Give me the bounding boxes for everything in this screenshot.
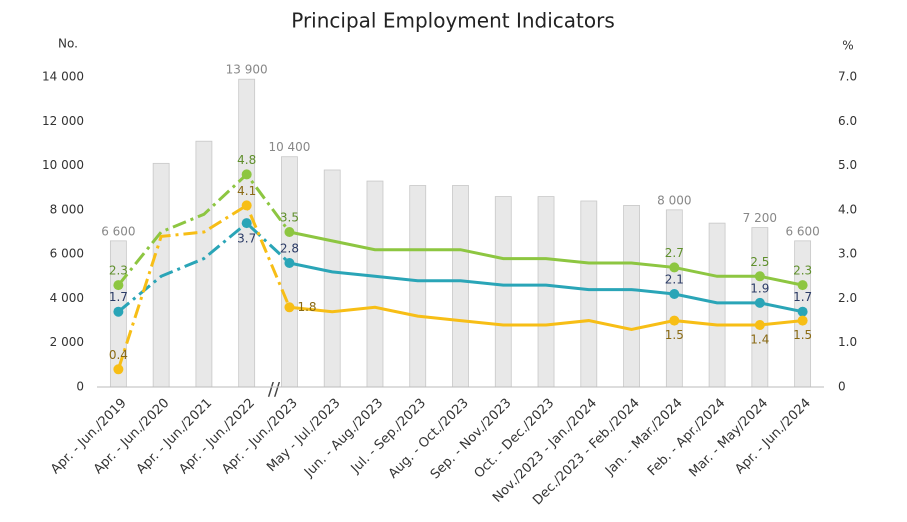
point (241, 200, 252, 211)
bar-value-label: 8 000 (657, 193, 691, 207)
point-value-label: 2.5 (750, 255, 769, 269)
axis-break: // (268, 379, 281, 400)
y2-tick-label: 1.0 (838, 335, 857, 349)
bar-value-label: 10 400 (268, 140, 310, 154)
y2-tick-label: 5.0 (838, 158, 857, 172)
x-tick-label: Sep. - Nov./2023 (428, 396, 515, 483)
line-dashed (116, 203, 291, 370)
y2-tick-label: 7.0 (838, 70, 857, 84)
point (113, 306, 124, 317)
x-tick-label: Oct. - Dec./2023 (472, 396, 558, 482)
x-tick-label: Feb. - Apr./2024 (645, 396, 728, 479)
lines: 2.3 4.8 3.5 2.7 2.5 2.3 1.7 3.7 2.8 2.1 1.9 1.7 0.4 4… (109, 153, 812, 375)
point-value-label: 1.5 (793, 328, 812, 342)
point-value-label: 1.9 (750, 281, 769, 295)
y-axis-label: No. (58, 37, 78, 51)
point (113, 280, 124, 291)
x-tick-label: Apr. - Jun./2023 (219, 396, 301, 478)
point-value-label: 4.8 (237, 153, 256, 167)
y2-tick-label: 4.0 (838, 202, 857, 216)
point (113, 364, 124, 375)
point-value-label: 2.8 (280, 242, 299, 256)
x-tick-label: Apr. - Jun./2022 (176, 396, 258, 478)
chart-title: Principal Employment Indicators (291, 9, 615, 33)
point (284, 227, 295, 237)
y-tick-label: 14 000 (42, 70, 84, 84)
y-tick-label: 2 000 (50, 335, 84, 349)
y2-tick-label: 2.0 (838, 291, 857, 305)
y-tick-label: 10 000 (42, 158, 84, 172)
point-value-label: 4.1 (237, 184, 256, 198)
line (289, 305, 803, 331)
point (284, 258, 295, 268)
bar (537, 196, 555, 388)
point-value-label: 1.5 (665, 328, 684, 342)
x-tick-label: Apr. - Jun./2020 (91, 396, 173, 478)
point-value-label: 1.7 (109, 290, 128, 304)
line-dashed (117, 172, 291, 287)
point (797, 306, 808, 317)
bar-value-label: 7 200 (743, 211, 777, 225)
line (289, 230, 803, 287)
bar (494, 196, 512, 388)
point (797, 280, 808, 291)
y2-tick-label: 3.0 (838, 247, 857, 261)
point (669, 262, 680, 273)
point-value-label: 2.7 (665, 246, 684, 260)
point-value-label: 1.4 (750, 333, 769, 347)
point-value-label: 1.8 (297, 300, 316, 314)
y-tick-label: 4 000 (50, 291, 84, 305)
bar-value-label: 13 900 (226, 63, 268, 77)
point (669, 315, 680, 326)
x-tick-label: Apr. - Jun./2021 (134, 396, 216, 478)
line (289, 261, 803, 314)
x-tick-label: Jul. - Sep./2023 (348, 396, 429, 477)
point-value-label: 2.3 (109, 264, 128, 278)
point-value-label: 0.4 (109, 348, 128, 362)
bar-value-label: 6 600 (785, 224, 819, 238)
x-tick-label: Aug. - Oct./2023 (386, 396, 472, 482)
y-tick-label: 0 (76, 380, 84, 394)
x-tick-label: Mar. - May/2024 (686, 396, 771, 481)
point (284, 302, 295, 313)
point-value-label: 3.7 (237, 232, 256, 246)
y-tick-label: 6 000 (50, 247, 84, 261)
bar-value-label: 6 600 (101, 224, 135, 238)
point (754, 320, 765, 330)
x-tick-label: Jan. - Mar./2024 (602, 396, 685, 479)
x-tick-label: Apr. - Jun./2024 (732, 396, 814, 478)
point (669, 289, 680, 299)
bar (409, 185, 427, 388)
x-tick-label: Jun. - Aug./2023 (301, 396, 386, 481)
point (754, 271, 765, 282)
y-tick-label: 8 000 (50, 202, 84, 216)
point (754, 297, 765, 308)
bar (366, 180, 384, 388)
y2-tick-label: 0 (838, 380, 846, 394)
point-value-label: 1.7 (793, 290, 812, 304)
bar (623, 205, 640, 388)
bar (452, 185, 469, 388)
y2-axis-label: % (842, 39, 853, 53)
y-tick-label: 12 000 (42, 114, 84, 128)
point (797, 315, 808, 326)
point (241, 169, 252, 180)
bar (580, 200, 598, 388)
point (241, 218, 252, 229)
bar (708, 222, 726, 388)
x-tick-label: Apr. - Jun./2019 (48, 396, 130, 478)
point-value-label: 3.5 (280, 211, 299, 225)
bar (323, 169, 341, 388)
x-tick-label: May - Jul./2023 (264, 396, 343, 475)
bars: 6 600 13 900 10 400 8 000 7 200 6 600 (101, 63, 820, 388)
point-value-label: 2.1 (665, 273, 684, 287)
y2-tick-label: 6.0 (838, 114, 857, 128)
bar (281, 156, 298, 388)
bar (195, 140, 213, 388)
point-value-label: 2.3 (793, 264, 812, 278)
line-dashed (117, 221, 291, 313)
